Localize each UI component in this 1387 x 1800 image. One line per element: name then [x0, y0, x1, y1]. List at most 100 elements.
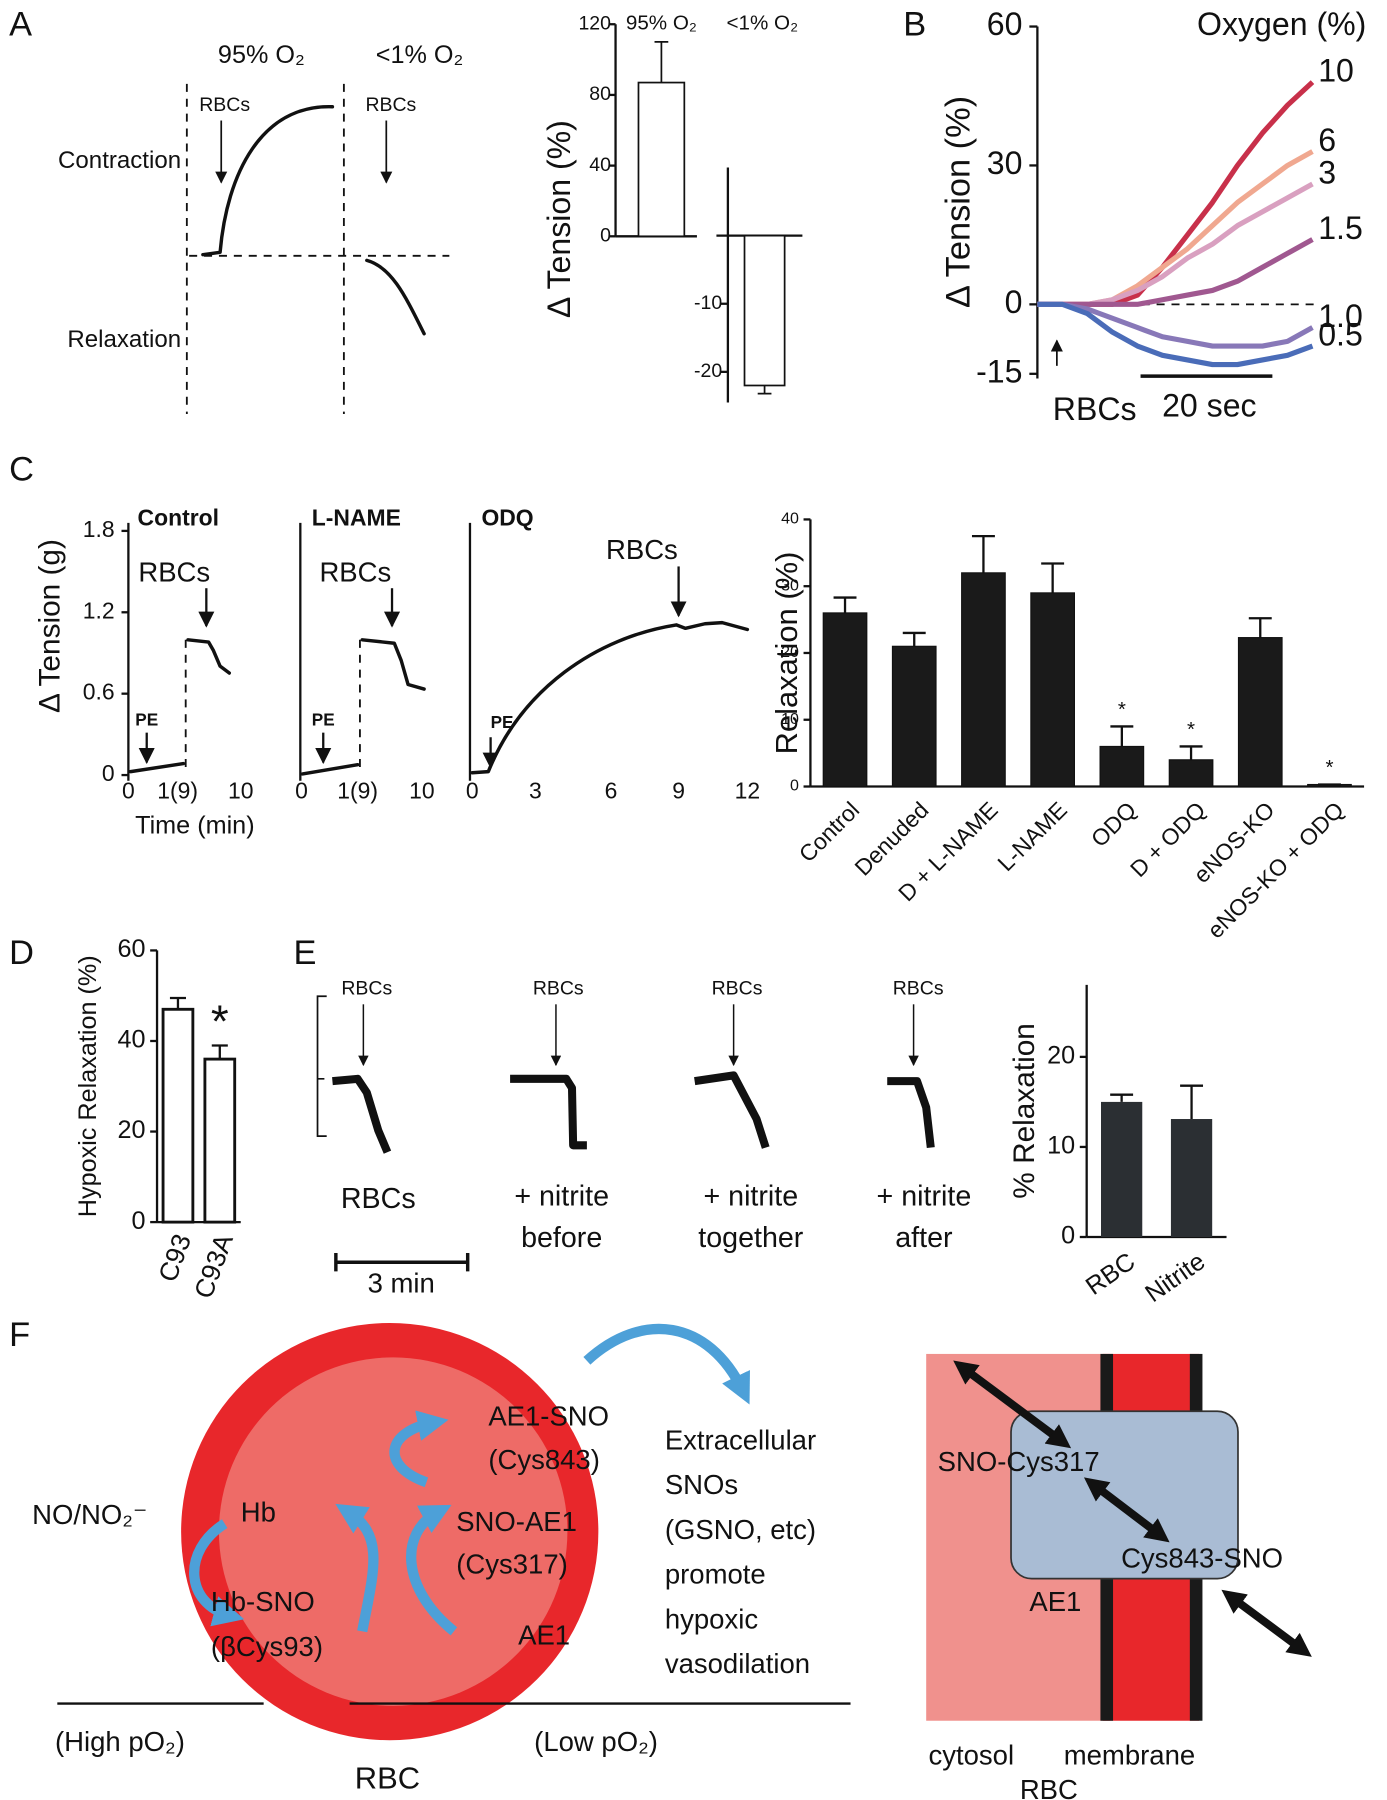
y-tick-label: 10 — [1047, 1132, 1075, 1160]
outcome-line: hypoxic — [665, 1603, 758, 1634]
label: (Low pO₂) — [534, 1726, 658, 1757]
outcome-line: vasodilation — [665, 1648, 810, 1679]
legend-label: 95% O₂ — [626, 12, 697, 35]
outcome-line: SNOs — [665, 1469, 738, 1500]
label: (High pO₂) — [55, 1726, 185, 1757]
panel-label: D — [9, 934, 34, 972]
flow-arrow — [189, 1519, 245, 1627]
agonist-label: PE — [312, 710, 335, 730]
stimulus-label: RBCs — [199, 94, 250, 116]
error-bar — [169, 996, 186, 1010]
trace — [470, 620, 750, 775]
label: NO/NO₂⁻ — [32, 1499, 147, 1530]
legend-label: <1% O₂ — [726, 12, 798, 35]
significance-mark: * — [1187, 718, 1195, 741]
y-tick-label: 80 — [589, 83, 611, 105]
line — [1037, 237, 1314, 307]
bar — [891, 645, 937, 788]
condition-label: 95% O₂ — [218, 41, 305, 69]
exchange-arrow — [953, 1360, 1072, 1449]
y-tick-label: 0.6 — [83, 679, 115, 705]
y-axis-label: Δ Tension (g) — [33, 539, 66, 713]
y-tick-label: 1.2 — [83, 597, 115, 623]
series-label: 1.5 — [1318, 210, 1363, 246]
y-axis-label: Relaxation (%) — [769, 552, 804, 755]
y-tick-label: 30 — [781, 576, 799, 594]
label: SNO-AE1 — [456, 1506, 577, 1537]
error-bar — [833, 596, 857, 613]
label: AE1-SNO — [488, 1400, 609, 1431]
relaxation-label: Relaxation — [67, 326, 181, 353]
label: membrane — [1064, 1740, 1195, 1771]
bar — [161, 1007, 195, 1224]
bar — [822, 612, 868, 788]
series-label: 3 — [1318, 154, 1336, 190]
series-label: 6 — [1318, 122, 1336, 158]
y-axis-label: Δ Tension (%) — [940, 96, 978, 308]
label: AE1 — [1029, 1586, 1081, 1617]
outcome-line: (GSNO, etc) — [665, 1514, 816, 1545]
bar — [961, 572, 1006, 788]
condition-label: together — [698, 1222, 804, 1254]
error-bar — [902, 631, 926, 647]
trace — [510, 1074, 587, 1150]
stimulus-label: RBCs — [533, 978, 584, 1000]
y-tick-label: 0 — [1061, 1222, 1075, 1250]
stimulus-label: RBCs — [606, 534, 678, 565]
panel-labels: A B C D E F — [9, 6, 926, 1354]
flow-arrow — [406, 1504, 458, 1636]
agonist-label: PE — [491, 712, 514, 732]
trace — [694, 1071, 770, 1149]
y-tick-label: 30 — [987, 145, 1023, 181]
trace — [128, 761, 186, 774]
series-label: 1.0 — [1318, 298, 1363, 334]
scale-bar-label: 3 min — [368, 1267, 435, 1298]
x-tick-label: 0 — [122, 777, 135, 803]
panel-label: C — [9, 450, 34, 488]
label: (Cys843) — [488, 1444, 600, 1475]
y-tick-label: 40 — [589, 154, 611, 176]
y-tick-label: 1.8 — [83, 516, 115, 542]
flow-arrow — [389, 1410, 449, 1488]
significance-mark: * — [211, 995, 229, 1047]
agonist-label: PE — [135, 710, 158, 730]
y-tick-label: 0 — [102, 760, 115, 786]
condition-label: + nitrite — [877, 1181, 972, 1213]
exchange-arrow — [1221, 1589, 1312, 1657]
condition-label: after — [895, 1222, 953, 1254]
error-bar — [1248, 617, 1272, 638]
panel-f-diagram: NO/NO₂⁻ Hb Hb-SNO (βCys93) SNO-AE1 (Cys3… — [32, 1322, 851, 1796]
stimulus-label: RBCs — [1053, 391, 1137, 427]
condition-label: + nitrite — [703, 1181, 798, 1213]
bar — [1168, 759, 1214, 788]
bar — [1170, 1119, 1213, 1238]
significance-mark: * — [1118, 698, 1126, 721]
flow-arrow — [335, 1503, 379, 1633]
diagram-labels: NO/NO₂⁻ Hb Hb-SNO (βCys93) SNO-AE1 (Cys3… — [32, 1400, 816, 1795]
series-label: 10 — [1318, 52, 1354, 88]
line — [1037, 301, 1314, 368]
y-tick-label: 0 — [132, 1207, 146, 1235]
scale-bracket — [316, 995, 327, 1137]
y-tick-label: 10 — [781, 710, 799, 728]
outcome-line: Extracellular — [665, 1424, 816, 1455]
series-label: 0.5 — [1318, 316, 1363, 352]
x-axis-label: Time (min) — [135, 811, 254, 839]
significance-mark: * — [1325, 756, 1333, 779]
panel-label: E — [293, 934, 316, 972]
error-bar — [211, 1044, 228, 1060]
label: RBC — [355, 1761, 420, 1796]
error-bar — [1179, 745, 1203, 760]
error-bar — [1180, 1084, 1204, 1120]
bar — [637, 81, 686, 238]
error-bar — [1110, 725, 1134, 747]
y-axis-label: Hypoxic Relaxation (%) — [74, 955, 102, 1217]
line — [1037, 301, 1314, 349]
condition-label: <1% O₂ — [376, 41, 464, 69]
label: cytosol — [928, 1740, 1014, 1771]
x-tick-label: 10 — [409, 777, 434, 803]
stimulus-label: RBCs — [893, 978, 944, 1000]
bar — [1101, 1101, 1143, 1238]
x-tick-label: 6 — [605, 777, 618, 803]
